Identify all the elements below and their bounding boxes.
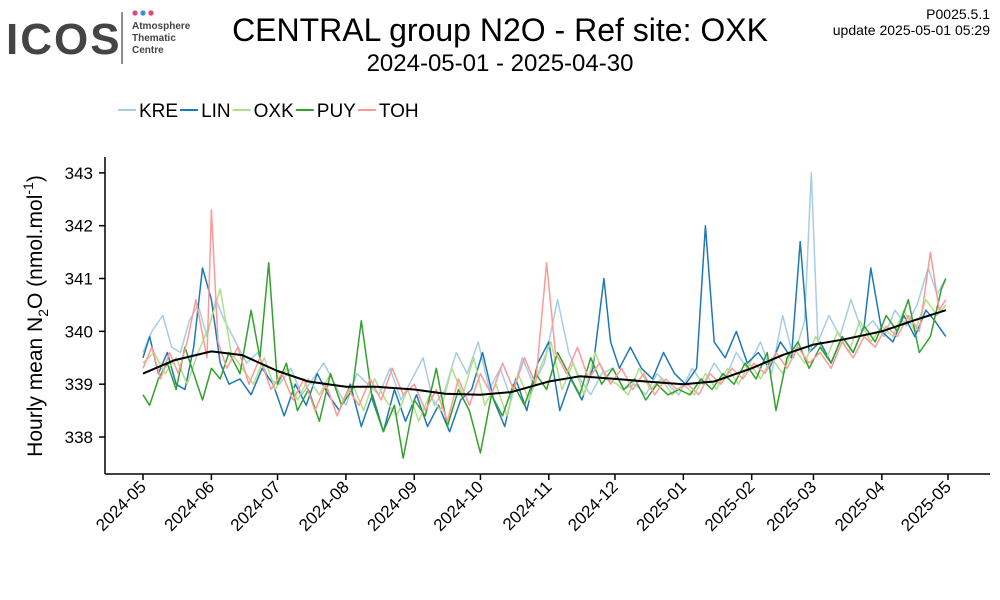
x-tick-label: 2024-07	[227, 477, 285, 535]
version-label: P0025.5.1	[926, 6, 990, 22]
ylabel-part: Hourly mean N	[24, 317, 47, 457]
chart-title: CENTRAL group N2O - Ref site: OXK	[232, 12, 768, 48]
update-label: update 2025-05-01 05:29	[832, 22, 990, 38]
y-ticks: 338 339 340 341 342 343	[65, 164, 105, 447]
fit-curve-line	[142, 309, 947, 396]
axes	[104, 157, 990, 475]
x-tick-label: 2025-03	[763, 477, 821, 535]
chart-subtitle: 2024-05-01 - 2025-04-30	[366, 50, 634, 77]
ylabel-superscript: -1	[20, 182, 36, 195]
x-tick-label: 2024-06	[161, 477, 219, 535]
legend: KRE LIN OXK PUY TOH	[118, 101, 419, 122]
legend-label-kre: KRE	[139, 101, 178, 122]
ylabel-part: O (nmol.mol	[24, 195, 47, 309]
x-tick-label: 2025-02	[701, 477, 759, 535]
series-layer	[142, 172, 947, 459]
x-tick-label: 2025-01	[633, 477, 691, 535]
series-line-oxk	[142, 288, 947, 422]
logo-subtext-1: Atmosphere	[132, 21, 191, 32]
y-tick-label: 341	[65, 270, 93, 289]
x-tick-label: 2024-10	[430, 477, 488, 535]
y-axis-label: Hourly mean N2O (nmol.mol-1)	[20, 175, 51, 457]
x-tick-label: 2025-04	[831, 477, 889, 535]
x-ticks: 2024-05 2024-06 2024-07 2024-08 2024-09 2024-…	[92, 474, 955, 535]
x-tick-label: 2024-11	[499, 477, 556, 534]
legend-label-puy: PUY	[317, 101, 356, 122]
y-tick-label: 338	[65, 428, 93, 447]
icos-logo: ICOS Atmosphere Thematic Centre	[6, 10, 191, 64]
y-tick-label: 342	[65, 217, 93, 236]
logo-subtext-2: Thematic	[132, 33, 176, 44]
ylabel-part: )	[24, 175, 47, 182]
x-tick-label: 2025-05	[897, 477, 955, 535]
y-tick-label: 339	[65, 375, 93, 394]
logo-wordmark: ICOS	[6, 15, 122, 64]
y-tick-label: 343	[65, 164, 93, 183]
version-info: P0025.5.1 update 2025-05-01 05:29	[833, 6, 990, 38]
logo-dot-icon	[132, 10, 138, 16]
y-tick-label: 340	[65, 322, 93, 341]
series-line-lin	[142, 224, 947, 433]
x-tick-label: 2024-08	[295, 477, 353, 535]
legend-label-toh: TOH	[379, 101, 419, 122]
logo-dot-icon	[148, 10, 154, 16]
legend-label-lin: LIN	[201, 101, 231, 122]
x-tick-label: 2024-05	[92, 477, 150, 535]
legend-label-oxk: OXK	[254, 101, 294, 122]
logo-subtext-3: Centre	[132, 45, 164, 56]
x-tick-label: 2024-09	[364, 477, 422, 535]
series-line-puy	[142, 261, 947, 459]
ylabel-subscript: 2	[35, 309, 51, 317]
x-tick-label: 2024-12	[564, 477, 622, 535]
logo-dot-icon	[140, 10, 146, 16]
